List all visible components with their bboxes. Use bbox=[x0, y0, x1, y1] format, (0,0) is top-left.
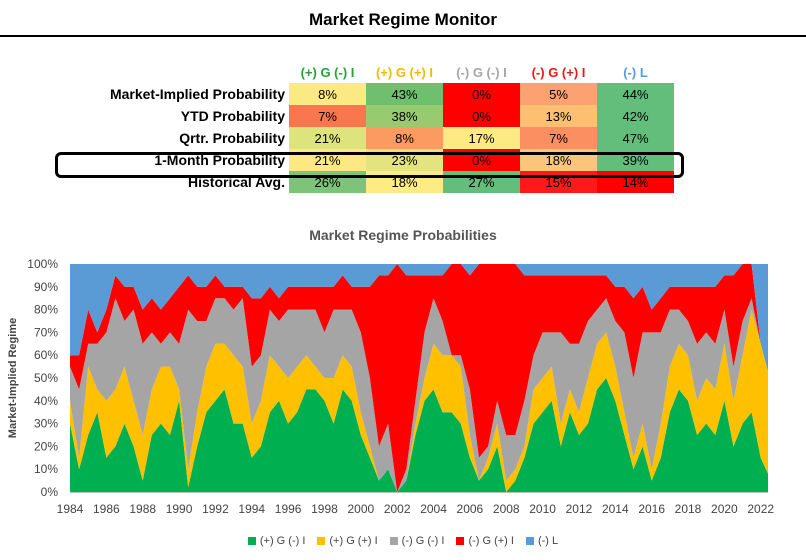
row-label: Market-Implied Probability bbox=[109, 86, 285, 102]
legend-item-3: (-) G (+) I bbox=[456, 535, 514, 547]
legend-item-0: (+) G (-) I bbox=[247, 535, 306, 547]
table-cell: 7% bbox=[289, 105, 366, 127]
row-label: Historical Avg. bbox=[188, 174, 285, 190]
x-tick-label: 2012 bbox=[566, 502, 593, 516]
legend-label: (-) G (-) I bbox=[401, 535, 445, 547]
x-tick-label: 1998 bbox=[311, 502, 338, 516]
legend-swatch bbox=[247, 537, 256, 546]
y-axis-ticks: 0% 10% 20% 30% 40% 50% 60% 70% 80% 90% 100% bbox=[27, 257, 58, 499]
table-row-quarter: Qrtr. Probability 21% 8% 17% 7% 47% bbox=[75, 127, 674, 149]
legend-label: (-) G (+) I bbox=[468, 535, 514, 547]
legend-label: (+) G (+) I bbox=[329, 535, 378, 547]
table-row-market-implied: Market-Implied Probability 8% 43% 0% 5% … bbox=[75, 83, 674, 105]
page-title: Market Regime Monitor bbox=[309, 10, 497, 29]
table-cell: 0% bbox=[443, 83, 520, 105]
y-tick-label: 90% bbox=[34, 280, 58, 294]
x-tick-label: 1984 bbox=[57, 502, 84, 516]
table-cell: 21% bbox=[289, 127, 366, 149]
x-tick-label: 2002 bbox=[384, 502, 411, 516]
legend-item-1: (+) G (+) I bbox=[317, 535, 378, 547]
area-series-1 bbox=[70, 309, 768, 492]
y-tick-label: 100% bbox=[27, 257, 58, 271]
x-tick-label: 2020 bbox=[711, 502, 738, 516]
table-cell: 5% bbox=[520, 83, 597, 105]
x-tick-label: 2018 bbox=[675, 502, 702, 516]
area-series-0 bbox=[70, 378, 768, 492]
column-header-neg-g-pos-i: (-) G (+) I bbox=[531, 64, 586, 80]
chart-title: Market Regime Probabilities bbox=[309, 227, 497, 243]
chart-areas bbox=[70, 264, 768, 492]
x-tick-label: 2004 bbox=[420, 502, 447, 516]
x-tick-label: 2006 bbox=[457, 502, 484, 516]
table-cell: 7% bbox=[520, 127, 597, 149]
title-divider bbox=[0, 35, 806, 37]
x-tick-label: 2022 bbox=[747, 502, 774, 516]
legend-label: (-) L bbox=[537, 535, 559, 547]
table-cell: 42% bbox=[597, 105, 674, 127]
table-cell: 0% bbox=[443, 105, 520, 127]
legend-swatch bbox=[317, 537, 326, 546]
legend-item-4: (-) L bbox=[525, 535, 559, 547]
table-row-ytd: YTD Probability 7% 38% 0% 13% 42% bbox=[75, 105, 674, 127]
row-label: 1-Month Probability bbox=[154, 152, 285, 168]
row-label: YTD Probability bbox=[180, 108, 285, 124]
legend-swatch bbox=[456, 537, 465, 546]
table-cell: 38% bbox=[366, 105, 443, 127]
legend-label: (+) G (-) I bbox=[259, 535, 306, 547]
legend-item-2: (-) G (-) I bbox=[389, 535, 445, 547]
column-header-pos-g-pos-i: (+) G (+) I bbox=[375, 64, 434, 80]
row-label: Qrtr. Probability bbox=[179, 130, 285, 146]
x-tick-label: 2010 bbox=[529, 502, 556, 516]
x-tick-label: 2000 bbox=[347, 502, 374, 516]
chart-legend: (+) G (-) I (+) G (+) I (-) G (-) I (-) G (… bbox=[0, 535, 806, 547]
y-tick-label: 70% bbox=[34, 325, 58, 339]
legend-swatch bbox=[525, 537, 534, 546]
x-tick-label: 2008 bbox=[493, 502, 520, 516]
table-cell: 8% bbox=[289, 83, 366, 105]
y-tick-label: 40% bbox=[34, 394, 58, 408]
y-tick-label: 80% bbox=[34, 303, 58, 317]
y-tick-label: 60% bbox=[34, 348, 58, 362]
x-tick-label: 2016 bbox=[638, 502, 665, 516]
one-month-highlight-box bbox=[55, 152, 684, 178]
table-cell: 8% bbox=[366, 127, 443, 149]
y-tick-label: 30% bbox=[34, 417, 58, 431]
x-tick-label: 1986 bbox=[93, 502, 120, 516]
table-header-row: (+) G (-) I (+) G (+) I (-) G (-) I (-) … bbox=[75, 61, 674, 83]
x-tick-label: 1992 bbox=[202, 502, 229, 516]
table-cell: 13% bbox=[520, 105, 597, 127]
table-cell: 43% bbox=[366, 83, 443, 105]
x-axis-ticks: 1984 1986 1988 1990 1992 1994 1996 1998 2000 2002… bbox=[57, 502, 775, 516]
legend-swatch bbox=[389, 537, 398, 546]
column-header-neg-g-neg-i: (-) G (-) I bbox=[456, 64, 507, 80]
table-cell: 44% bbox=[597, 83, 674, 105]
x-tick-label: 2014 bbox=[602, 502, 629, 516]
x-tick-label: 1996 bbox=[275, 502, 302, 516]
table-cell: 17% bbox=[443, 127, 520, 149]
x-tick-label: 1990 bbox=[166, 502, 193, 516]
area-series-2 bbox=[70, 298, 768, 492]
x-tick-label: 1994 bbox=[238, 502, 265, 516]
y-tick-label: 10% bbox=[34, 462, 58, 476]
x-tick-label: 1988 bbox=[129, 502, 156, 516]
table-cell: 47% bbox=[597, 127, 674, 149]
area-series-4 bbox=[70, 264, 768, 372]
y-axis-label: Market-Implied Regime bbox=[7, 318, 19, 438]
column-header-neg-l: (-) L bbox=[623, 64, 648, 80]
column-header-pos-g-neg-i: (+) G (-) I bbox=[300, 64, 355, 80]
y-tick-label: 20% bbox=[34, 439, 58, 453]
y-tick-label: 0% bbox=[41, 485, 59, 499]
y-tick-label: 50% bbox=[34, 371, 58, 385]
